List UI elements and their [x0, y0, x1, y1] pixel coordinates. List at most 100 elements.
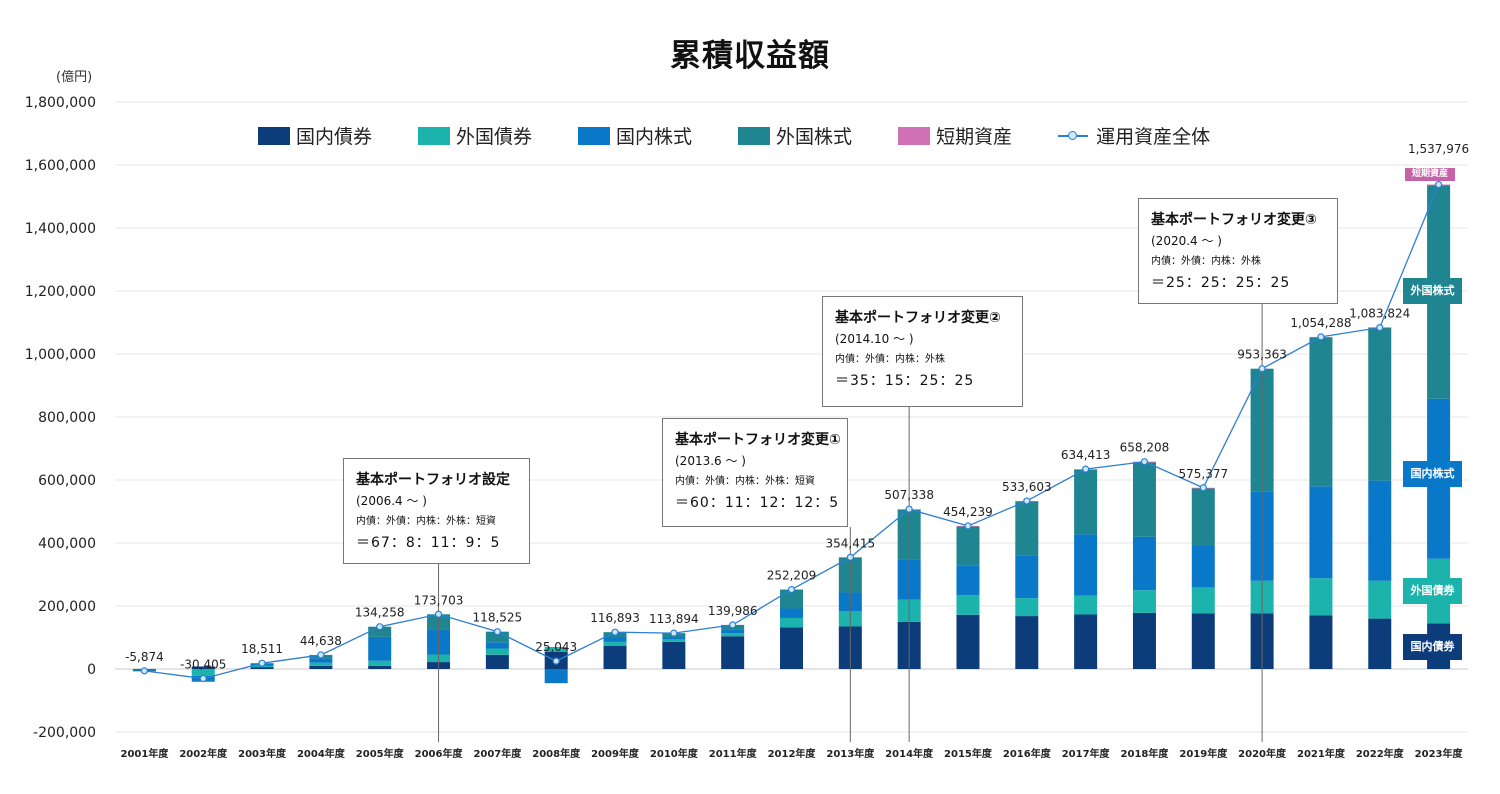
bar-segment — [956, 526, 980, 566]
bar-segment — [1015, 598, 1039, 617]
data-label: 1,537,976 — [1408, 142, 1469, 156]
x-tick-label: 2012年度 — [768, 747, 817, 760]
data-label: 44,638 — [300, 634, 342, 648]
annotation-title: 基本ポートフォリオ変更③ — [1151, 212, 1317, 228]
bar-segment — [1191, 587, 1215, 614]
data-label: 173,703 — [414, 593, 464, 607]
legend-line-marker-icon — [1058, 129, 1089, 143]
legend-item-domestic-equities: 国内株式 — [578, 122, 692, 149]
x-tick-label: 2007年度 — [473, 747, 522, 760]
bar-segment — [309, 658, 333, 663]
y-tick-label: 400,000 — [38, 536, 96, 552]
x-tick-label: 2004年度 — [297, 747, 346, 760]
bar-segment — [368, 626, 392, 637]
bar-segment — [662, 639, 686, 642]
x-tick-label: 2013年度 — [826, 747, 875, 760]
bar-segment — [780, 589, 803, 609]
annotation-ratio: ＝60：11：12：12：5 — [675, 495, 840, 511]
total-point — [552, 657, 560, 665]
bar-segment — [1191, 545, 1215, 588]
x-tick-label: 2021年度 — [1297, 747, 1346, 760]
y-axis-unit-label: (億円) — [56, 70, 93, 85]
bar-segment — [1368, 480, 1392, 581]
data-label: 116,893 — [590, 611, 640, 625]
annotation-composition: 内債：外債：内株：外株 — [1151, 256, 1261, 267]
data-label: 454,239 — [943, 505, 993, 519]
bar-segment — [603, 637, 627, 642]
legend-item-domestic-bonds: 国内債券 — [258, 122, 372, 149]
x-tick-label: 2001年度 — [120, 747, 169, 760]
x-tick-label: 2009年度 — [591, 747, 640, 760]
legend-label-foreign-bonds: 外国債券 — [456, 126, 533, 148]
data-label: -5,874 — [125, 650, 164, 664]
y-tick-label: 800,000 — [38, 410, 96, 426]
bar-segment — [721, 633, 745, 637]
total-point — [434, 610, 443, 618]
y-tick-label: 600,000 — [38, 473, 96, 489]
annotation-ratio: ＝35：15：25：25 — [835, 373, 975, 389]
bar-segment — [956, 565, 980, 596]
bar-segment — [1309, 337, 1333, 487]
y-tick-label: 1,200,000 — [25, 284, 96, 300]
bar-segment — [721, 636, 745, 669]
legend-item-short-term-assets: 短期資産 — [898, 122, 1012, 149]
data-label: 139,986 — [708, 604, 758, 618]
bar-segment — [603, 641, 627, 646]
data-label: 507,338 — [884, 488, 934, 502]
bar-segment — [1368, 580, 1392, 619]
legend-swatch-foreign-equities — [738, 126, 771, 145]
segment-tag-short-term-assets: 短期資産 — [1405, 168, 1455, 181]
bar-segment — [1191, 488, 1215, 546]
total-point — [787, 585, 796, 594]
chart-title: 累積収益額 — [670, 38, 830, 74]
legend-label-short-term-assets: 短期資産 — [936, 126, 1013, 148]
bar-segment — [1015, 616, 1039, 669]
bar-segment — [780, 608, 803, 618]
x-tick-label: 2023年度 — [1415, 747, 1464, 760]
annotation-title: 基本ポートフォリオ変更① — [675, 432, 841, 448]
total-point — [611, 628, 619, 636]
bar-segment — [1132, 461, 1156, 537]
total-point — [1258, 365, 1266, 373]
y-tick-label: 1,400,000 — [25, 221, 96, 237]
bar-segment — [485, 648, 509, 655]
annotation-date: (2013.6 ～ ) — [675, 454, 746, 468]
data-label: 354,415 — [826, 536, 876, 550]
total-point — [964, 522, 972, 530]
x-tick-label: 2002年度 — [179, 747, 228, 760]
bar-segment — [956, 614, 980, 669]
annotation-portfolio-setup-2006: 基本ポートフォリオ設定 (2006.4 ～ ) 内債：外債：内株：外株：短資 ＝… — [343, 458, 530, 564]
segment-tag-foreign-equities: 外国株式 — [1403, 278, 1462, 304]
annotation-title: 基本ポートフォリオ変更② — [835, 310, 1001, 326]
bar-segment — [544, 646, 568, 652]
bar-segment — [721, 629, 745, 634]
data-label: 134,258 — [355, 606, 405, 620]
legend-swatch-foreign-bonds — [418, 126, 451, 145]
chart-legend: 国内債券 外国債券 国内株式 外国株式 短期資産 運用資産全体 — [258, 122, 1210, 149]
total-point — [1317, 333, 1325, 341]
x-tick-label: 2003年度 — [238, 747, 287, 760]
total-point — [1082, 465, 1090, 473]
legend-swatch-short-term-assets — [898, 126, 931, 145]
annotation-ratio: ＝67：8：11：9：5 — [356, 535, 501, 551]
x-tick-label: 2020年度 — [1238, 747, 1287, 760]
bar-segment — [250, 667, 274, 669]
x-tick-label: 2017年度 — [1062, 747, 1111, 760]
y-tick-label: 200,000 — [38, 599, 96, 615]
data-label: 634,413 — [1061, 448, 1111, 462]
bar-segment — [485, 631, 509, 643]
bar-segment — [485, 654, 509, 669]
bar-segment — [368, 636, 392, 661]
total-point — [493, 628, 501, 636]
legend-item-foreign-equities: 外国株式 — [738, 122, 852, 149]
bar-segment — [191, 669, 215, 676]
data-label: 1,054,288 — [1290, 316, 1351, 330]
annotation-ratio: ＝25：25：25：25 — [1151, 275, 1291, 291]
data-label: 1,083,824 — [1349, 307, 1410, 321]
x-tick-label: 2008年度 — [532, 747, 581, 760]
segment-tag-foreign-bonds: 外国債券 — [1403, 578, 1462, 604]
y-tick-label: 1,600,000 — [25, 158, 96, 174]
total-point — [199, 674, 207, 683]
bar-segment — [1015, 501, 1039, 556]
bar-segment — [662, 637, 686, 640]
